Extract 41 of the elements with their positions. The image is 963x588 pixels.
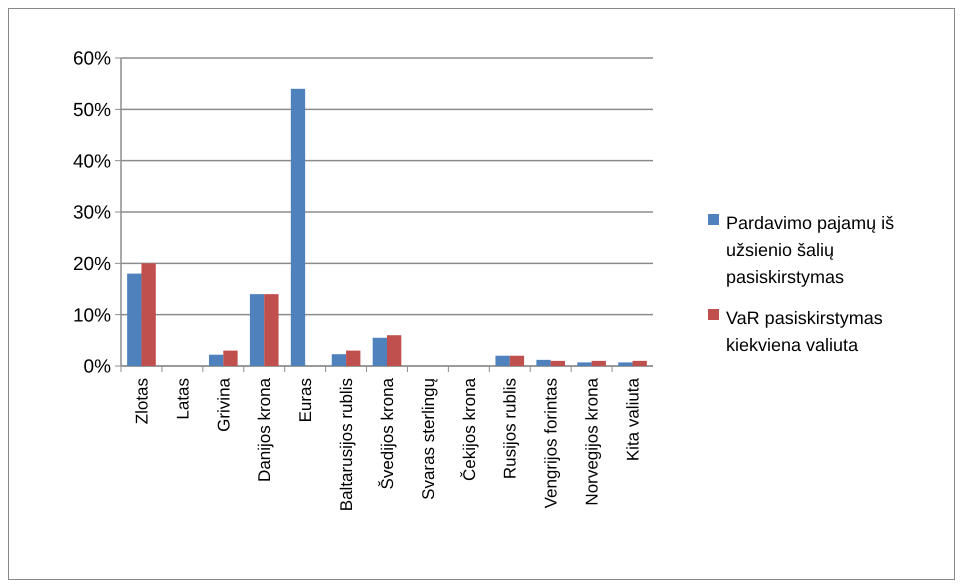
bar [332, 354, 346, 366]
bar [346, 350, 360, 366]
x-tick-label: Vengrijos forintas [542, 378, 561, 508]
x-tick-label: Baltarusijos rublis [337, 378, 356, 512]
x-tick-label: Zlotas [132, 378, 152, 424]
x-tick-label: Švedijos krona [378, 377, 397, 490]
y-tick-label: 60% [72, 48, 112, 70]
bar [536, 360, 551, 366]
y-tick-label: 30% [72, 202, 112, 224]
bar [592, 360, 606, 366]
x-tick-label: Danijos krona [255, 377, 274, 482]
legend-label: Pardavimo pajamų iš užsienio šalių pasiskirstymas [726, 213, 894, 288]
x-tick-label: Svaras sterlingų [418, 378, 438, 500]
y-tick-label: 0% [84, 356, 112, 378]
bar [387, 335, 402, 366]
legend-label: VaR pasiskirstymas kiekviena valiuta [726, 308, 883, 356]
bar [141, 263, 156, 366]
bar [495, 356, 510, 366]
bar [632, 360, 647, 366]
bar [372, 338, 387, 366]
bar [264, 294, 279, 366]
x-tick-label: Kita valiuta [623, 377, 642, 462]
x-tick-label: Latas [173, 378, 192, 420]
x-tick-label: Grivina [214, 377, 234, 432]
bar [290, 88, 306, 366]
bar [577, 362, 592, 366]
y-tick-label: 50% [72, 100, 112, 121]
x-tick-label: Rusijos rublis [500, 378, 520, 480]
bar [510, 356, 524, 366]
x-tick-label: Čekijos krona [460, 377, 479, 481]
bar [127, 274, 142, 366]
bar [223, 350, 238, 366]
bar [250, 294, 264, 366]
x-tick-label: Norvegijos krona [582, 377, 602, 506]
y-tick-label: 10% [72, 305, 112, 326]
y-tick-label: 40% [72, 151, 112, 172]
x-tick-label: Euras [296, 378, 316, 422]
bar [550, 360, 566, 366]
y-tick-label: 20% [72, 254, 112, 275]
bar [208, 354, 224, 366]
bar [618, 362, 633, 366]
